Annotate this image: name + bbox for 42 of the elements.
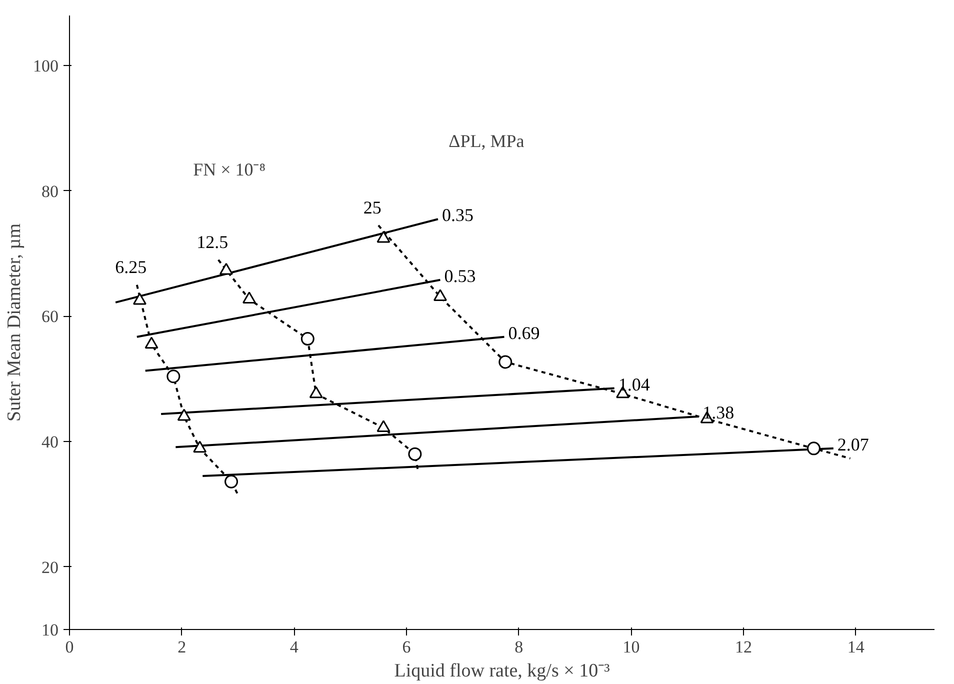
point (193, 440, 207, 453)
y-tick-label: 20 (42, 558, 58, 577)
series-label: 2.07 (837, 434, 869, 454)
y-tick-label: 60 (42, 307, 58, 326)
x-tick-label: 6 (402, 638, 411, 656)
y-tick-label: 80 (42, 182, 58, 201)
x-tick-label: 14 (847, 638, 865, 656)
point (309, 386, 323, 398)
series-label: 1.38 (702, 402, 734, 422)
series-label: 25 (363, 197, 382, 218)
x-axis-title: Liquid flow rate, kg/s × 10⁻³ (394, 660, 610, 682)
point (224, 474, 238, 488)
x-tick-label: 12 (735, 638, 752, 656)
y-tick-label: 10 (42, 620, 58, 640)
x-tick-label: 4 (290, 638, 299, 656)
point (376, 230, 390, 243)
series-label: 0.53 (444, 266, 476, 286)
point (433, 289, 447, 302)
y-axis-title: Suter Mean Diameter, µm (4, 223, 25, 422)
point (177, 408, 191, 421)
point (166, 370, 180, 384)
y-tick-label: 100 (33, 56, 58, 76)
point (132, 292, 146, 305)
series-label: 0.69 (508, 322, 540, 343)
point (219, 262, 233, 275)
point (498, 355, 512, 369)
point (376, 420, 390, 432)
point (408, 447, 422, 461)
annotation: ΔPL, MPa (448, 130, 524, 151)
series-label: 12.5 (196, 232, 228, 252)
series-label: 1.04 (618, 374, 650, 394)
annotation: FN × 10⁻⁸ (193, 160, 266, 180)
series-label: 0.35 (442, 205, 474, 226)
point (144, 336, 158, 349)
x-tick-label: 10 (622, 638, 640, 656)
x-tick-label: 0 (65, 638, 74, 656)
point (242, 292, 256, 304)
series-label: 6.25 (115, 256, 147, 277)
y-tick-label: 40 (42, 432, 58, 452)
x-tick-label: 8 (514, 638, 524, 656)
point (806, 442, 820, 456)
x-tick-label: 2 (178, 638, 186, 656)
